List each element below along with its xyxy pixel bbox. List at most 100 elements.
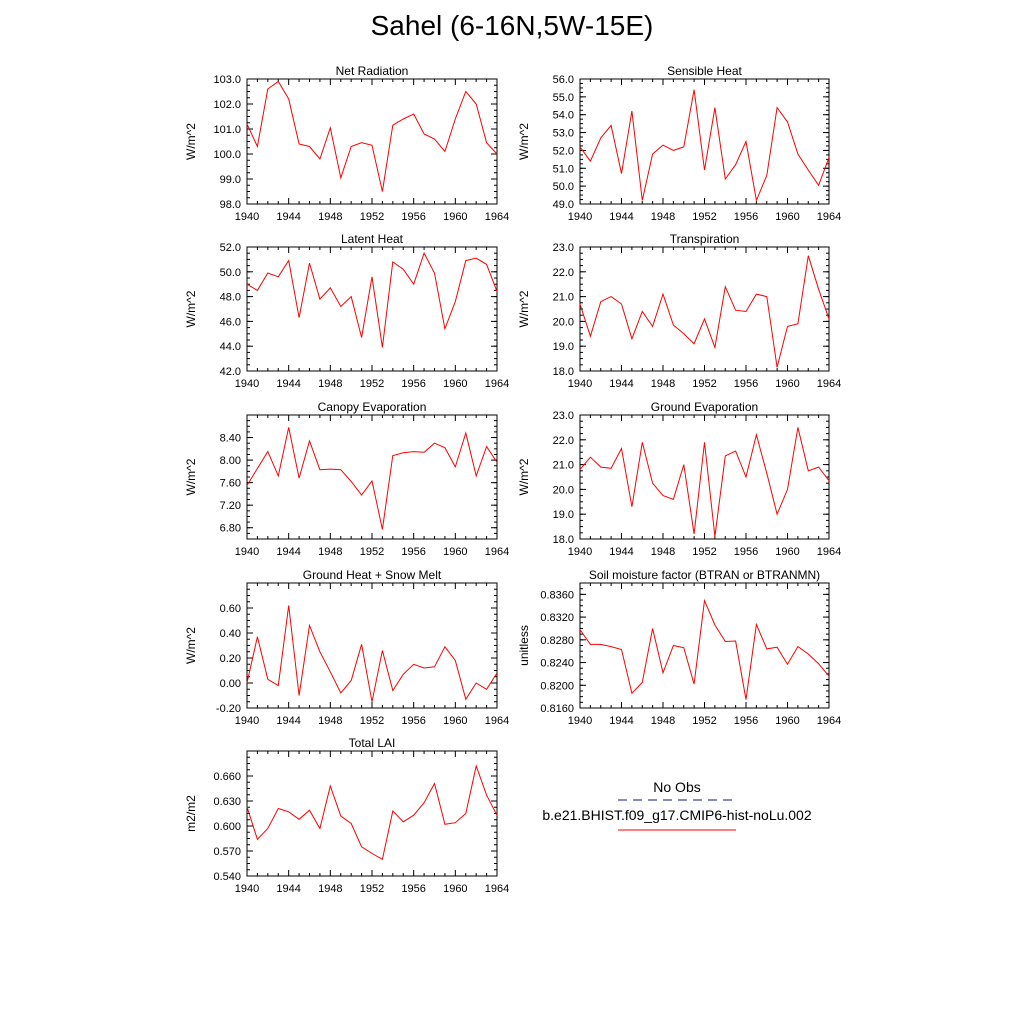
y-tick-label: 22.0 [553,267,574,279]
x-tick-label: 1960 [775,715,799,727]
legend-model-label: b.e21.BHIST.f09_g17.CMIP6-hist-noLu.002 [542,807,811,823]
x-tick-label: 1964 [817,715,841,727]
x-tick-label: 1952 [360,378,384,390]
x-tick-label: 1964 [485,378,509,390]
x-tick-label: 1964 [485,546,509,558]
page-title: Sahel (6-16N,5W-15E) [370,10,654,41]
x-tick-label: 1944 [276,546,300,558]
series-line [246,80,498,192]
y-tick-label: 50.0 [220,267,241,279]
series-line [246,605,498,702]
panel-title: Latent Heat [341,232,404,246]
x-tick-label: 1952 [360,715,384,727]
y-tick-label: 48.0 [220,292,241,304]
y-tick-label: 0.8160 [540,703,574,715]
x-tick-label: 1956 [734,715,758,727]
y-tick-label: 20.0 [553,484,574,496]
x-tick-label: 1948 [651,546,675,558]
x-tick-label: 1956 [401,378,425,390]
x-tick-label: 1940 [235,546,259,558]
x-tick-label: 1952 [360,546,384,558]
series-line [579,598,830,700]
y-tick-label: 18.0 [553,534,574,546]
x-tick-label: 1944 [276,883,300,895]
x-tick-label: 1960 [443,883,467,895]
plot-frame [246,750,498,877]
x-tick-label: 1944 [609,378,633,390]
x-tick-label: 1948 [651,378,675,390]
y-tick-label: 21.0 [553,460,574,472]
y-tick-label: 7.20 [220,500,241,512]
x-tick-label: 1952 [692,715,716,727]
x-tick-label: 1944 [609,211,633,223]
plot-frame [246,414,498,540]
x-tick-label: 1948 [318,715,342,727]
y-axis-label: W/m^2 [184,458,198,495]
y-tick-label: 0.600 [213,821,241,833]
x-tick-label: 1948 [651,211,675,223]
x-tick-label: 1964 [817,211,841,223]
x-tick-label: 1940 [568,546,592,558]
panel-title: Canopy Evaporation [318,400,427,414]
x-tick-label: 1940 [235,715,259,727]
panel-title: Total LAI [349,736,396,750]
plot-frame [579,78,830,205]
x-tick-label: 1956 [401,546,425,558]
x-tick-label: 1948 [318,211,342,223]
y-tick-label: 102.0 [213,99,241,111]
x-tick-label: 1956 [734,378,758,390]
x-tick-label: 1952 [692,211,716,223]
y-tick-label: 0.8320 [540,612,574,624]
series-line [246,764,498,861]
x-tick-label: 1960 [443,546,467,558]
plot-frame [579,414,830,540]
x-tick-label: 1956 [734,546,758,558]
x-tick-label: 1952 [360,211,384,223]
x-tick-label: 1944 [276,715,300,727]
y-tick-label: 21.0 [553,292,574,304]
y-tick-label: 42.0 [220,366,241,378]
x-tick-label: 1956 [401,211,425,223]
y-tick-label: 55.0 [553,92,574,104]
x-tick-label: 1960 [443,378,467,390]
y-axis-label: W/m^2 [184,290,198,327]
x-tick-label: 1964 [485,883,509,895]
x-tick-label: 1960 [443,715,467,727]
plot-frame [246,246,498,372]
y-tick-label: 7.60 [220,478,241,490]
y-tick-label: 0.8240 [540,658,574,670]
y-tick-label: 0.8200 [540,680,574,692]
x-tick-label: 1948 [651,715,675,727]
y-tick-label: 0.20 [220,653,241,665]
panel-title: Ground Heat + Snow Melt [303,568,442,582]
x-tick-label: 1940 [235,211,259,223]
x-tick-label: 1940 [235,378,259,390]
y-tick-label: 8.40 [220,433,241,445]
series-line [579,255,830,368]
y-tick-label: 52.0 [220,242,241,254]
x-tick-label: 1940 [568,715,592,727]
y-tick-label: 46.0 [220,316,241,328]
y-tick-label: 8.00 [220,455,241,467]
y-tick-label: 18.0 [553,366,574,378]
legend-obs-label: No Obs [653,779,700,795]
panel-title: Net Radiation [336,64,409,78]
y-tick-label: 0.570 [213,846,241,858]
x-tick-label: 1964 [817,378,841,390]
plot-frame [246,582,498,709]
panel-title: Sensible Heat [667,64,742,78]
y-tick-label: 19.0 [553,341,574,353]
x-tick-label: 1948 [318,378,342,390]
y-tick-label: 0.40 [220,628,241,640]
y-tick-label: 23.0 [553,410,574,422]
y-tick-label: 0.00 [220,678,241,690]
x-tick-label: 1960 [775,211,799,223]
x-tick-label: 1952 [692,378,716,390]
y-tick-label: 19.0 [553,509,574,521]
plot-frame [579,246,830,372]
y-tick-label: 44.0 [220,341,241,353]
x-tick-label: 1944 [609,715,633,727]
plot-frame [246,78,498,205]
y-tick-label: 0.8280 [540,635,574,647]
